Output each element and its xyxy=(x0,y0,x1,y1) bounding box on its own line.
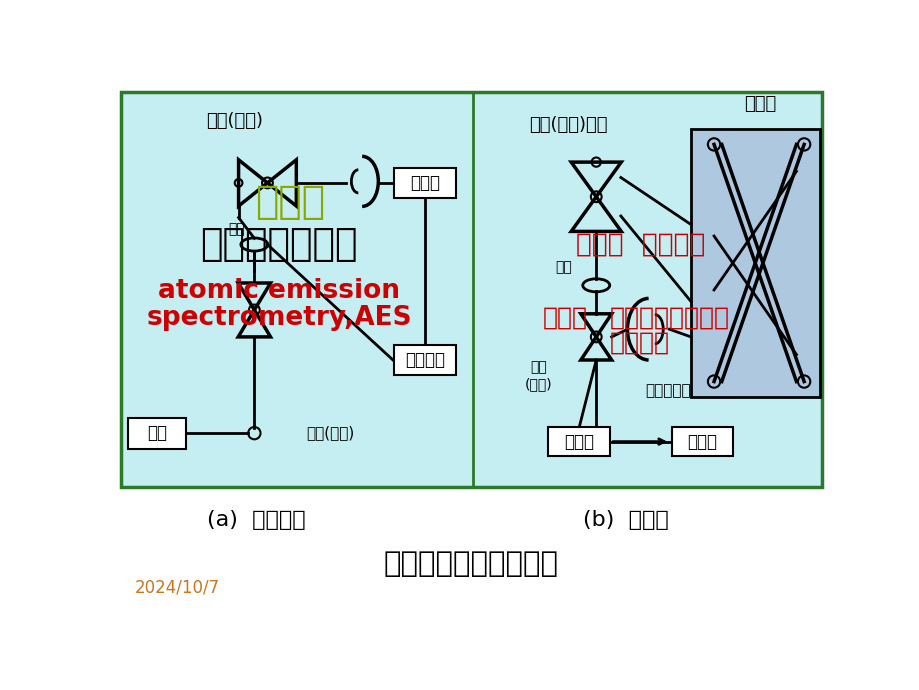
Text: 2024/10/7: 2024/10/7 xyxy=(135,578,220,596)
Bar xyxy=(548,427,609,456)
Text: 透镜: 透镜 xyxy=(228,222,244,236)
Text: 光电倍增管: 光电倍增管 xyxy=(644,384,690,398)
Text: spectrometry,AES: spectrometry,AES xyxy=(146,305,412,331)
Text: 第一节  基本原理: 第一节 基本原理 xyxy=(575,232,705,257)
Text: 电源(调制): 电源(调制) xyxy=(306,426,354,441)
Text: (b)  色散型: (b) 色散型 xyxy=(582,510,667,530)
Text: 光源: 光源 xyxy=(529,361,546,375)
Text: 第八章: 第八章 xyxy=(255,183,325,221)
Text: (a)  非色散型: (a) 非色散型 xyxy=(207,510,305,530)
Bar xyxy=(394,344,456,375)
Text: (调制): (调制) xyxy=(524,377,551,392)
Text: 记录仪: 记录仪 xyxy=(686,433,717,451)
Text: 原子荧光光谱法: 原子荧光光谱法 xyxy=(200,226,357,262)
Text: 单色仪: 单色仪 xyxy=(743,95,776,113)
Bar xyxy=(394,168,456,198)
Bar xyxy=(121,92,821,487)
Text: 光源技术: 光源技术 xyxy=(609,331,669,355)
Text: 放大器: 放大器 xyxy=(410,174,440,192)
Text: 火焰(顶视)透镜: 火焰(顶视)透镜 xyxy=(528,116,607,134)
Text: 放大器: 放大器 xyxy=(563,433,594,451)
Bar xyxy=(129,417,186,448)
Bar xyxy=(671,427,732,456)
Text: 火焰(顶视): 火焰(顶视) xyxy=(206,112,263,130)
Text: 光源: 光源 xyxy=(147,424,167,442)
Bar xyxy=(690,129,819,397)
Text: 读出系统: 读出系统 xyxy=(405,351,445,369)
Text: 原子荧光光谱分析: 原子荧光光谱分析 xyxy=(609,306,730,330)
Text: 原子荧光光度计示意图: 原子荧光光度计示意图 xyxy=(383,550,559,578)
Text: 透镜: 透镜 xyxy=(554,261,571,275)
Text: 第二节: 第二节 xyxy=(542,306,586,330)
Text: atomic emission: atomic emission xyxy=(158,277,400,304)
